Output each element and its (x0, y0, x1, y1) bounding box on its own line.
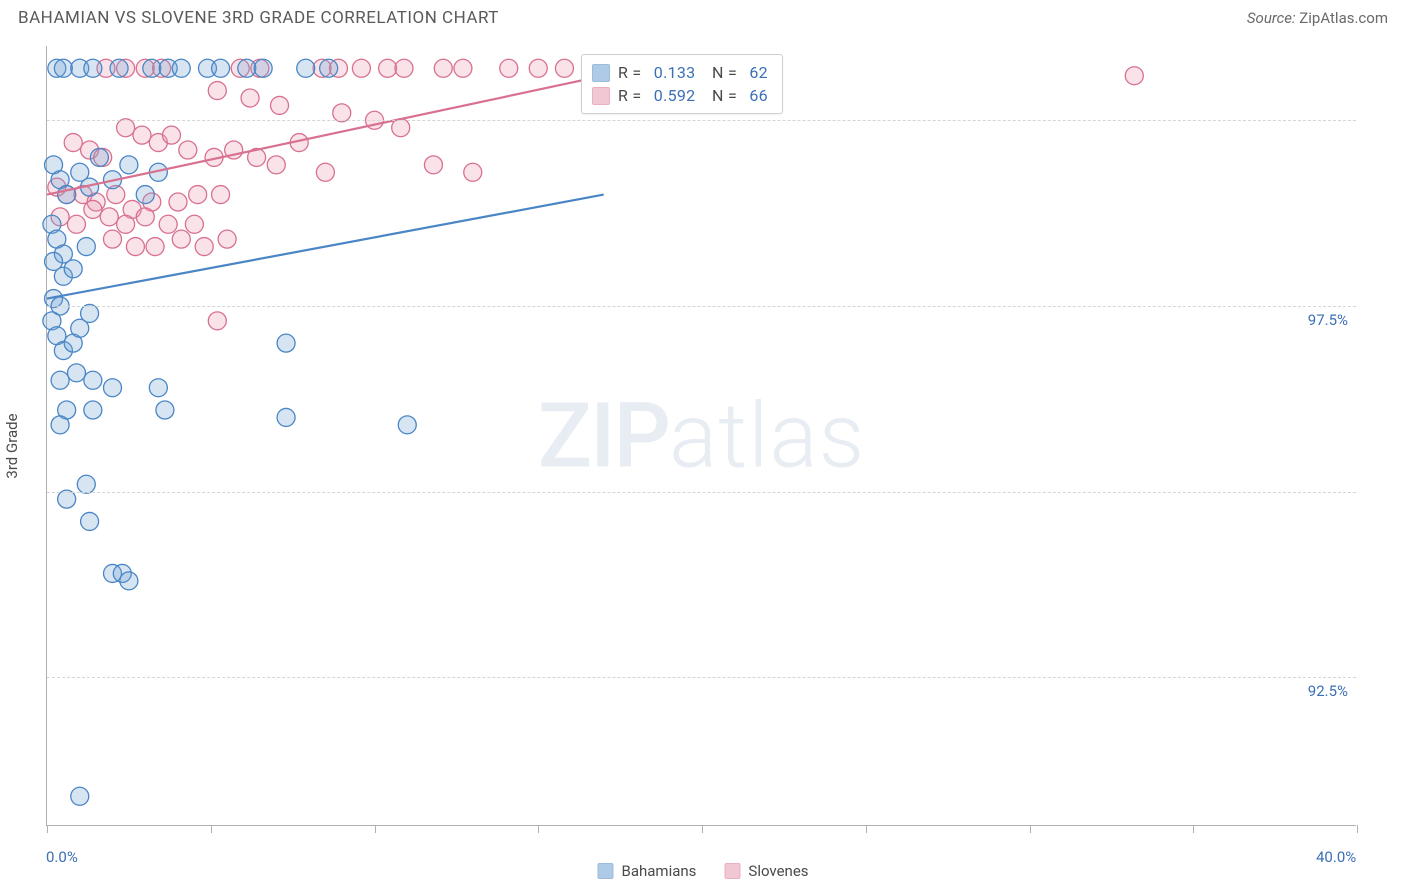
swatch-bahamians (592, 64, 610, 82)
source-value: ZipAtlas.com (1299, 9, 1388, 27)
legend-swatch-slovenes (724, 863, 740, 879)
y-tick-label: 97.5% (1308, 311, 1348, 329)
stats-r-bahamians: 0.133 (654, 63, 696, 82)
x-tick (47, 825, 48, 833)
legend-swatch-bahamians (597, 863, 613, 879)
stats-n-label: N = (703, 63, 741, 82)
stats-n-slovenes: 66 (749, 86, 768, 105)
x-tick (866, 825, 867, 833)
gridline-h (47, 306, 1356, 307)
chart-svg (47, 46, 1356, 825)
stats-box: R = 0.133 N = 62 R = 0.592 N = 66 (581, 54, 783, 114)
gridline-h (47, 492, 1356, 493)
chart-header: BAHAMIAN VS SLOVENE 3RD GRADE CORRELATIO… (0, 0, 1406, 34)
x-axis-label: 0.0% (46, 848, 78, 866)
stats-row-slovenes: R = 0.592 N = 66 (592, 84, 768, 107)
stats-r-label2: R = (618, 86, 646, 105)
stats-r-slovenes: 0.592 (654, 86, 696, 105)
source-attribution: Source: ZipAtlas.com (1247, 9, 1388, 27)
x-tick (211, 825, 212, 833)
plot-area: ZIPatlas R = 0.133 N = 62 R = 0.592 N = … (46, 46, 1356, 826)
legend-label-slovenes: Slovenes (748, 862, 808, 880)
legend-bottom: Bahamians Slovenes (597, 862, 808, 880)
legend-item-slovenes: Slovenes (724, 862, 808, 880)
gridline-h (47, 677, 1356, 678)
gridline-h (47, 120, 1356, 121)
x-tick (1030, 825, 1031, 833)
legend-item-bahamians: Bahamians (597, 862, 696, 880)
x-tick (1193, 825, 1194, 833)
x-tick (1357, 825, 1358, 833)
y-axis-title: 3rd Grade (3, 413, 21, 478)
stats-r-label: R = (618, 63, 646, 82)
x-axis-label: 40.0% (1316, 848, 1356, 866)
x-tick (702, 825, 703, 833)
legend-label-bahamians: Bahamians (621, 862, 696, 880)
chart-title: BAHAMIAN VS SLOVENE 3RD GRADE CORRELATIO… (18, 8, 499, 28)
stats-n-bahamians: 62 (749, 63, 768, 82)
y-tick-label: 92.5% (1308, 682, 1348, 700)
stats-row-bahamians: R = 0.133 N = 62 (592, 61, 768, 84)
x-tick (538, 825, 539, 833)
source-label: Source: (1247, 9, 1296, 27)
stats-n-label2: N = (703, 86, 741, 105)
swatch-slovenes (592, 87, 610, 105)
x-tick (375, 825, 376, 833)
